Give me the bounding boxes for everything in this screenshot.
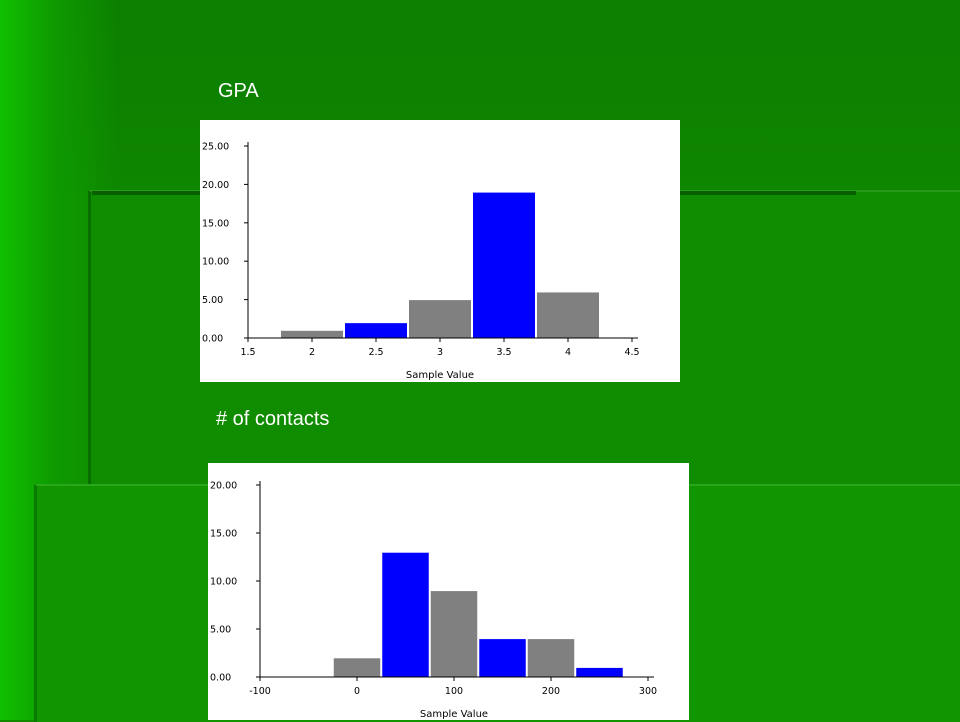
y-tick-label: 15.00: [202, 218, 229, 229]
gpa-histogram: 0.00 5.00 10.00 15.00 20.00 25.00 1.5 2 2.5 3 3.5 4…: [202, 142, 640, 382]
histogram-bar: [280, 329, 344, 339]
histogram-bar: [429, 590, 479, 678]
x-tick-label: 1.5: [240, 347, 255, 358]
x-tick-label: 3: [437, 347, 443, 358]
histogram-bar: [472, 191, 536, 339]
y-tick-label: 15.00: [210, 529, 237, 540]
histogram-bar: [332, 657, 382, 678]
gpa-chart: 0.00 5.00 10.00 15.00 20.00 25.00 1.5 2 2.5 3 3.5 4…: [200, 120, 680, 382]
histogram-bar: [536, 291, 600, 339]
histogram-bar: [526, 638, 576, 678]
x-tick-label: 100: [445, 686, 463, 697]
y-tick-label: 10.00: [210, 577, 237, 588]
x-axis-title: Sample Value: [420, 709, 488, 720]
contacts-histogram: 0.00 5.00 10.00 15.00 20.00 -100 0 100 200 300 Sam…: [210, 481, 657, 721]
y-tick-label: 5.00: [202, 295, 223, 306]
y-tick-label: 20.00: [202, 180, 229, 191]
histogram-bar: [381, 551, 430, 678]
histogram-bar: [408, 299, 472, 339]
y-tick-label: 20.00: [210, 481, 237, 492]
y-tick-label: 0.00: [210, 673, 231, 684]
x-axis-title: Sample Value: [406, 370, 474, 381]
histogram-bar: [478, 638, 527, 678]
x-tick-label: 4: [565, 347, 571, 358]
x-tick-label: 0: [354, 686, 360, 697]
x-tick-label: 3.5: [496, 347, 511, 358]
contacts-heading: # of contacts: [216, 408, 330, 430]
x-tick-label: 2.5: [368, 347, 383, 358]
x-tick-label: 4.5: [624, 347, 639, 358]
gpa-heading: GPA: [218, 80, 259, 102]
y-tick-label: 10.00: [202, 257, 229, 268]
x-tick-label: -100: [249, 686, 271, 697]
x-tick-label: 200: [542, 686, 560, 697]
y-tick-label: 0.00: [202, 334, 223, 345]
x-tick-label: 2: [309, 347, 315, 358]
y-tick-label: 25.00: [202, 142, 229, 153]
contacts-chart: 0.00 5.00 10.00 15.00 20.00 -100 0 100 200 300 Sam…: [208, 463, 689, 720]
x-tick-label: 300: [639, 686, 657, 697]
histogram-bar: [575, 666, 624, 678]
y-tick-label: 5.00: [210, 625, 231, 636]
histogram-bar: [344, 322, 408, 339]
